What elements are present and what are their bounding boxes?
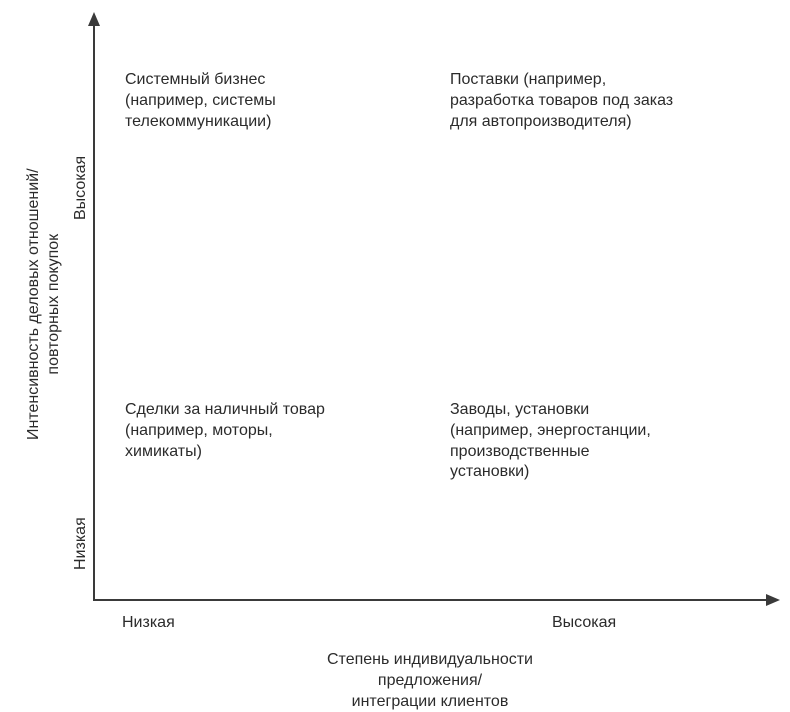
quad-tr-line2: разработка товаров под заказ [450,91,673,112]
y-tick-low: Низкая [72,517,90,570]
quad-bl-line2: (например, моторы, [125,421,325,442]
quad-tr-line1: Поставки (например, [450,70,673,91]
quad-tr-line3: для автопроизводителя) [450,112,673,133]
y-axis-label-line2: повторных покупок [44,168,64,440]
quadrant-diagram: Интенсивность деловых отношений/ повторн… [0,0,790,712]
x-axis-label-line1: Степень индивидуальности [260,650,600,671]
x-axis-line [93,599,768,601]
quad-bl-line1: Сделки за наличный товар [125,400,325,421]
y-axis-label-line1: Интенсивность деловых отношений/ [24,168,44,440]
quadrant-top-right: Поставки (например, разработка товаров п… [450,70,673,132]
x-axis-arrow [766,594,780,606]
x-axis-label: Степень индивидуальности предложения/ ин… [260,650,600,712]
quadrant-top-left: Системный бизнес (например, системы теле… [125,70,276,132]
y-axis-arrow [88,12,100,26]
y-axis-line [93,22,95,600]
quad-tl-line2: (например, системы [125,91,276,112]
y-axis-label: Интенсивность деловых отношений/ повторн… [24,168,64,440]
x-axis-label-line2: предложения/ [260,671,600,692]
quad-bl-line3: химикаты) [125,442,325,463]
quad-br-line4: установки) [450,462,651,483]
quadrant-bottom-left: Сделки за наличный товар (например, мото… [125,400,325,462]
y-tick-high: Высокая [72,156,90,220]
quad-tl-line3: телекоммуникации) [125,112,276,133]
quad-br-line2: (например, энергостанции, [450,421,651,442]
x-tick-high: Высокая [552,614,616,632]
x-axis-label-line3: интеграции клиентов [260,692,600,712]
quad-br-line3: производственные [450,442,651,463]
x-tick-low: Низкая [122,614,175,632]
quad-br-line1: Заводы, установки [450,400,651,421]
quad-tl-line1: Системный бизнес [125,70,276,91]
quadrant-bottom-right: Заводы, установки (например, энергостанц… [450,400,651,483]
